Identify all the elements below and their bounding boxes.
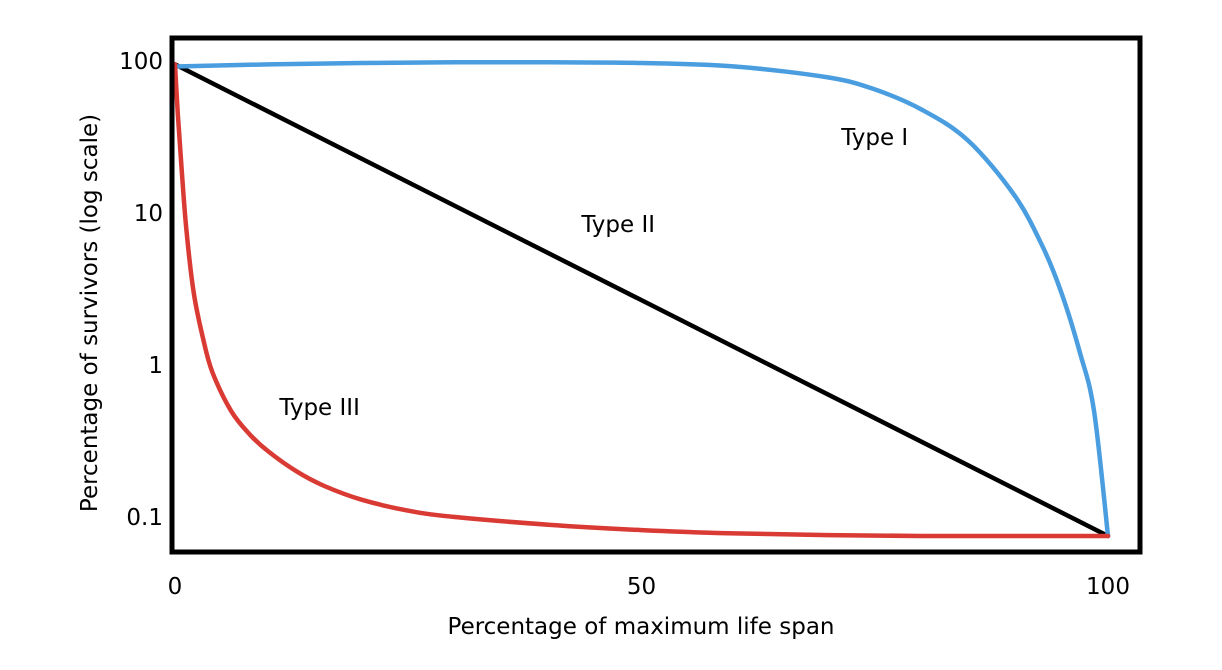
annotation-type-ii: Type II bbox=[580, 212, 655, 238]
x-tick-labels: 0 50 100 bbox=[168, 574, 1130, 600]
x-tick-label: 100 bbox=[1086, 574, 1130, 600]
y-tick-label: 1 bbox=[148, 353, 163, 379]
y-tick-label: 0.1 bbox=[126, 505, 163, 531]
series-line-type-iii bbox=[172, 62, 1111, 539]
series-line-type-i bbox=[172, 59, 1111, 539]
x-tick-label: 50 bbox=[627, 574, 656, 600]
y-tick-labels: 100 10 1 0.1 bbox=[119, 49, 163, 531]
y-tick-label: 10 bbox=[134, 201, 163, 227]
y-axis-label: Percentage of survivors (log scale) bbox=[77, 114, 103, 512]
curve-annotations: Type I Type II Type III bbox=[278, 125, 908, 421]
plot-frame bbox=[169, 35, 1143, 555]
y-tick-label: 100 bbox=[119, 49, 163, 75]
x-axis-label: Percentage of maximum life span bbox=[448, 614, 835, 640]
x-tick-label: 0 bbox=[168, 574, 183, 600]
series-lines bbox=[172, 59, 1111, 539]
series-line-type-ii bbox=[172, 62, 1111, 539]
annotation-type-i: Type I bbox=[840, 125, 908, 151]
annotation-type-iii: Type III bbox=[278, 395, 360, 421]
